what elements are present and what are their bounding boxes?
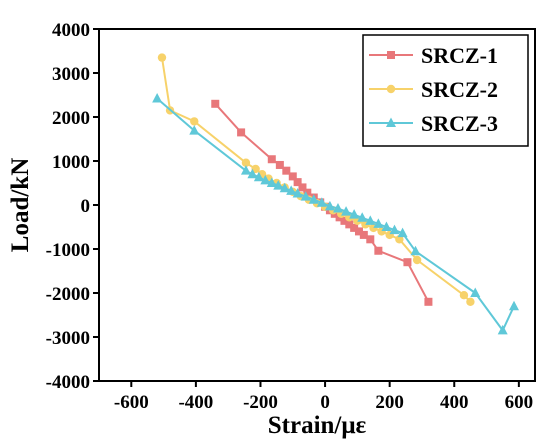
data-point (403, 258, 412, 267)
data-point (157, 53, 167, 62)
data-point (397, 227, 408, 238)
x-tick-label: 0 (320, 392, 330, 413)
data-point (241, 158, 251, 167)
legend-marker (387, 51, 395, 59)
legend-marker (386, 117, 396, 127)
data-point (350, 223, 359, 232)
data-point (359, 230, 368, 239)
legend-item-srcz-1: SRCZ-1 (369, 43, 498, 68)
y-axis-ticks: -4000 -3000 -2000 -1000 0 1000 2000 3000 4000 (46, 20, 99, 393)
data-point (260, 174, 271, 185)
data-point (316, 197, 327, 207)
data-point (466, 297, 475, 306)
x-tick-label: 200 (375, 392, 404, 413)
y-tick-label: 0 (81, 196, 91, 217)
data-point (300, 191, 311, 201)
data-point (189, 125, 200, 135)
series-srcz-3 (152, 93, 520, 335)
data-point (373, 218, 384, 228)
x-tick-label: 400 (440, 392, 469, 413)
x-tick-label: -600 (114, 392, 149, 413)
data-point (282, 166, 291, 175)
y-tick-label: -3000 (46, 328, 90, 349)
data-point (354, 227, 363, 236)
data-point (459, 291, 469, 300)
data-point (345, 220, 354, 229)
legend: SRCZ-1 SRCZ-2 SRCZ-3 (362, 34, 529, 147)
legend-label: SRCZ-3 (421, 111, 498, 136)
legend-item-srcz-3: SRCZ-3 (369, 111, 498, 136)
x-tick-label: 600 (505, 392, 534, 413)
y-tick-label: 1000 (52, 152, 90, 173)
data-point (389, 224, 400, 235)
data-point (308, 194, 319, 204)
legend-item-srcz-2: SRCZ-2 (369, 77, 498, 102)
data-point (470, 287, 481, 297)
data-point (190, 117, 199, 126)
y-tick-label: 3000 (52, 64, 90, 85)
data-point (211, 99, 220, 108)
data-point (267, 155, 276, 164)
data-point (357, 212, 368, 222)
data-point (286, 185, 297, 195)
legend-marker (386, 84, 396, 94)
data-point (410, 245, 421, 256)
plot-marks (152, 53, 520, 335)
data-point (247, 168, 258, 179)
data-point (497, 324, 508, 335)
data-point (412, 255, 422, 265)
x-tick-label: -400 (178, 392, 213, 413)
data-point (365, 215, 376, 225)
y-tick-label: -4000 (46, 372, 90, 393)
data-point (324, 200, 335, 211)
legend-label: SRCZ-2 (421, 77, 498, 102)
data-point (374, 246, 383, 255)
data-point (395, 235, 404, 244)
data-point (279, 182, 290, 193)
data-point (303, 188, 312, 197)
x-axis-label: Strain/με (268, 412, 367, 439)
data-point (292, 188, 303, 198)
data-point (424, 297, 433, 306)
data-point (366, 235, 375, 244)
data-point (266, 177, 277, 187)
data-point (253, 171, 264, 182)
y-tick-label: -1000 (46, 240, 90, 261)
data-point (293, 178, 302, 187)
data-point (509, 300, 520, 311)
data-point (288, 172, 297, 181)
data-point (381, 221, 392, 231)
legend-label: SRCZ-1 (421, 43, 498, 68)
y-axis-label: Load/kN (7, 158, 34, 252)
y-tick-label: 4000 (52, 20, 90, 41)
data-point (275, 160, 284, 169)
data-point (298, 183, 307, 192)
data-point (240, 165, 251, 175)
data-point (340, 216, 349, 225)
x-axis-ticks: -600 -400 -200 0 200 400 600 (114, 381, 533, 413)
data-point (349, 209, 360, 219)
data-point (273, 180, 284, 190)
data-point (152, 93, 163, 103)
data-point (341, 206, 352, 216)
data-point (332, 203, 343, 213)
x-tick-label: -200 (243, 392, 278, 413)
y-tick-label: 2000 (52, 108, 90, 129)
data-point (237, 128, 246, 137)
y-tick-label: -2000 (46, 284, 90, 305)
